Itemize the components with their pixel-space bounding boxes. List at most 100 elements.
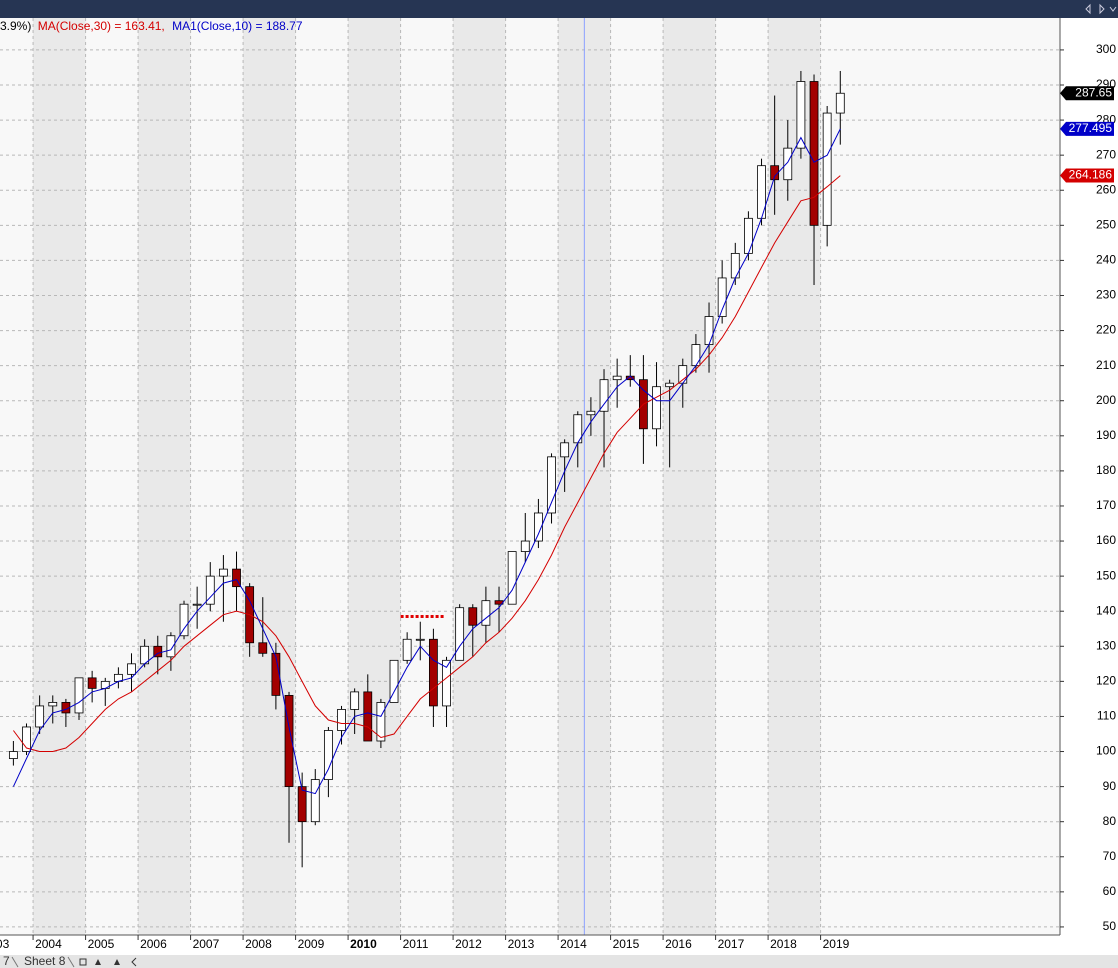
x-tick-label: 2014 xyxy=(560,937,587,951)
candle-body xyxy=(205,575,215,605)
candle-body xyxy=(389,659,399,703)
x-tick-label: 2003 xyxy=(0,937,10,951)
y-tick-label: 260 xyxy=(1096,182,1116,196)
ma30-last-label: 264.186 xyxy=(1069,168,1113,182)
candle-body xyxy=(192,603,202,606)
candle-body xyxy=(704,316,714,345)
y-tick-label: 250 xyxy=(1096,217,1116,231)
ma30-last-box xyxy=(1060,168,1114,183)
candle-body xyxy=(678,365,688,384)
lock-button[interactable] xyxy=(79,958,87,966)
candle-body xyxy=(271,652,281,696)
candle-body xyxy=(22,726,31,752)
last-close-label: 287.65 xyxy=(1075,85,1112,99)
x-tick-label: 2011 xyxy=(403,937,429,951)
candle-body xyxy=(744,217,753,254)
top-bar xyxy=(0,0,1118,18)
candle-body xyxy=(310,779,320,823)
x-tick-label: 2018 xyxy=(770,937,797,951)
x-tick-label: 2015 xyxy=(613,937,640,951)
header-prefix: 3.9%) xyxy=(0,19,31,33)
y-tick-label: 230 xyxy=(1096,288,1116,302)
candle-body xyxy=(717,277,727,317)
x-tick-label: 2012 xyxy=(455,937,482,951)
toolbar-button[interactable] xyxy=(95,959,120,965)
sheet-tab[interactable]: 7 xyxy=(3,954,10,968)
candle-body xyxy=(507,551,517,605)
header-ma10: MA1(Close,10) = 188.77 xyxy=(172,19,303,33)
candle-body xyxy=(232,568,241,588)
candle-body xyxy=(468,607,478,626)
x-tick-label: 2004 xyxy=(35,937,62,951)
scroll-left-button[interactable] xyxy=(1085,3,1091,15)
y-tick-label: 50 xyxy=(1103,919,1117,933)
candle-body xyxy=(442,659,451,707)
candle-body xyxy=(599,379,609,412)
candle-body xyxy=(783,147,793,181)
header: 3.9%) MA(Close,30) = 163.41, MA1(Close,1… xyxy=(0,19,303,33)
scroll-right-button[interactable] xyxy=(1099,3,1105,15)
candle-body xyxy=(323,730,333,780)
candle-body xyxy=(350,691,360,710)
y-tick-label: 130 xyxy=(1096,638,1116,652)
header-ma30: MA(Close,30) = 163.41, xyxy=(38,19,165,33)
candle-body xyxy=(665,382,675,388)
candle-body xyxy=(166,635,176,658)
y-tick-label: 180 xyxy=(1096,463,1116,477)
y-tick-label: 60 xyxy=(1103,884,1117,898)
candle-body xyxy=(652,386,661,430)
y-tick-label: 190 xyxy=(1096,428,1116,442)
year-band xyxy=(138,18,191,935)
menu-button[interactable] xyxy=(1109,6,1117,12)
x-tick-label: 2019 xyxy=(823,937,850,951)
y-tick-label: 80 xyxy=(1103,814,1117,828)
candle-body xyxy=(455,607,465,661)
year-band xyxy=(663,18,716,935)
x-tick-label: 2009 xyxy=(298,937,325,951)
year-band xyxy=(243,18,296,935)
candle-body xyxy=(284,695,294,788)
candle-body xyxy=(560,442,570,458)
candle-body xyxy=(48,702,58,707)
candle-body xyxy=(520,540,530,552)
tab-scroll-button[interactable] xyxy=(131,957,137,967)
ma-line xyxy=(12,128,841,795)
candle-body xyxy=(428,638,438,707)
sheet-tab-bar xyxy=(0,955,1118,968)
candle-body xyxy=(337,709,346,731)
x-tick-label: 2005 xyxy=(88,937,115,951)
candle-body xyxy=(547,456,556,514)
candle-body xyxy=(402,638,412,661)
y-tick-label: 100 xyxy=(1096,744,1116,758)
y-tick-label: 240 xyxy=(1096,253,1116,267)
y-tick-label: 70 xyxy=(1103,849,1117,863)
x-tick-label: 2016 xyxy=(665,937,692,951)
y-tick-label: 170 xyxy=(1096,498,1116,512)
x-tick-label: 2007 xyxy=(193,937,220,951)
sheet-tab-active[interactable]: Sheet 8 xyxy=(24,954,66,968)
ma10-last-label: 277.495 xyxy=(1069,121,1113,135)
x-tick-label: 2008 xyxy=(245,937,272,951)
candle-body xyxy=(691,344,701,367)
y-tick-label: 270 xyxy=(1096,147,1116,161)
x-axis-panel xyxy=(0,935,1118,955)
candle-body xyxy=(363,691,373,742)
candle-body xyxy=(258,642,268,654)
x-tick-label: 2017 xyxy=(718,937,745,951)
y-tick-label: 160 xyxy=(1096,533,1116,547)
last-close-box xyxy=(1060,86,1114,101)
candle-body xyxy=(796,81,806,149)
year-band xyxy=(33,18,86,935)
candle-body xyxy=(612,375,622,381)
candle-body xyxy=(415,638,425,641)
x-tick-label: 2010 xyxy=(350,937,377,951)
y-tick-label: 200 xyxy=(1096,393,1116,407)
candle-body xyxy=(297,786,307,823)
candle-body xyxy=(822,112,832,226)
y-tick-label: 300 xyxy=(1096,42,1116,56)
candle-body xyxy=(87,677,97,689)
y-tick-label: 90 xyxy=(1103,779,1117,793)
y-tick-label: 150 xyxy=(1096,568,1116,582)
candle-body xyxy=(481,600,491,626)
